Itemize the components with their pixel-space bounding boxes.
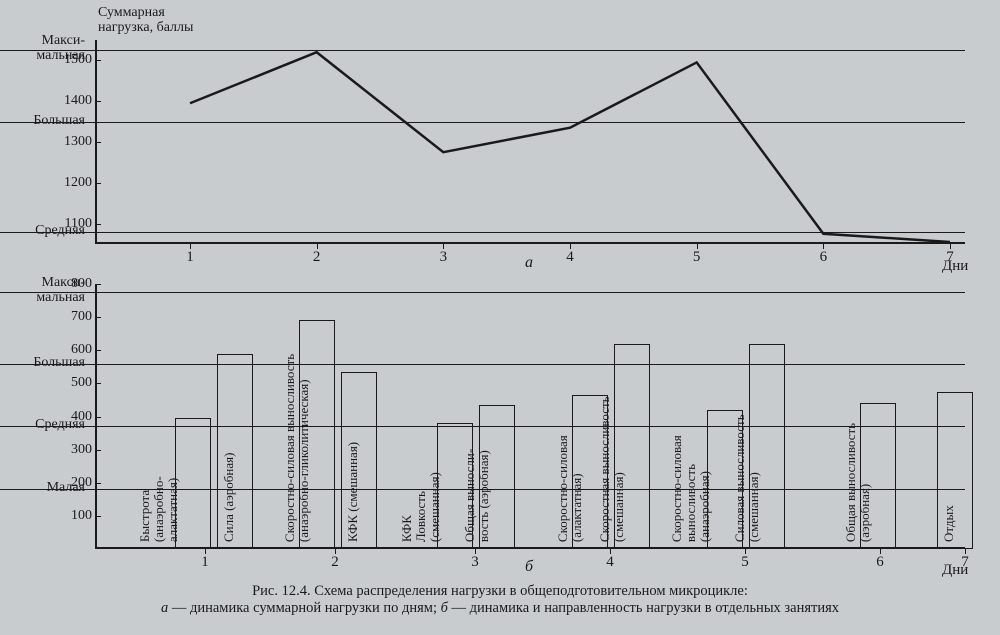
chart-a-ytick: 1400 [37,93,92,109]
chart-a-xtick-mark [443,244,444,249]
chart-b-category-label: Средняя [0,418,85,433]
chart-b-bar: Общая выносливость(аэробная) [860,403,896,549]
chart-b-bar-label: Сила (аэробная) [222,242,236,542]
chart-b-bar: Быстрота(анаэробно-алактатная) [175,418,211,549]
chart-a-title-line2: нагрузка, баллы [98,20,193,35]
chart-b-ytick-mark [95,516,101,517]
chart-a-xtick-mark [190,244,191,249]
chart-b-bar-label: Общая выносли-вость (аэробная) [463,242,491,542]
chart-b-bar-label: Отдых [942,242,956,542]
chart-b-subletter: б [525,558,533,576]
chart-b-bar: Силовая выносливость(смешанная) [749,344,785,549]
chart-b-bar: Скоростно-силовая выносливость(анаэробно… [299,320,335,549]
chart-b: 100200300400500600700800Макси-мальнаяБол… [95,284,965,549]
chart-a-xtick: 6 [808,249,838,266]
figure-page: { "colors": { "background": "#c9ccce", "… [0,0,1000,635]
caption-number: Рис. 12.4. [252,583,311,599]
caption-title: Схема распределения нагрузки в общеподго… [314,583,748,599]
chart-b-bar-label: Силовая выносливость(смешанная) [733,242,761,542]
chart-a-gridline [0,50,965,51]
chart-a-ytick-mark [95,142,101,143]
chart-a-ytick-mark [95,101,101,102]
chart-b-bar: Отдых [937,392,973,549]
chart-b-xtick-mark [205,549,206,554]
chart-b-bar-label: Скоростно-силовая выносливость(анаэробно… [283,242,311,542]
chart-a-category-label: Макси-мальная [0,34,85,63]
chart-b-xtick: 6 [865,554,895,571]
chart-b-ytick: 100 [37,508,92,524]
chart-a-line-svg [95,40,965,244]
chart-a-title: Суммарная нагрузка, баллы [98,6,193,35]
chart-b-ytick-mark [95,383,101,384]
chart-b-ytick: 700 [37,309,92,325]
chart-b-xtick-mark [610,549,611,554]
chart-b-bar-label: КФКЛовкость(смешанная) [400,242,442,542]
chart-a-title-line1: Суммарная [98,5,165,20]
chart-a-series-line [190,52,950,242]
chart-b-bar-label: Скоростно-силовая(алактатная) [556,242,584,542]
figure-caption: Рис. 12.4. Схема распределения нагрузки … [0,583,1000,617]
chart-a-ytick-mark [95,183,101,184]
chart-b-category-label: Малая [0,481,85,496]
chart-b-xtick: 5 [730,554,760,571]
chart-a-category-label: Средняя [0,224,85,239]
chart-a-ytick-mark [95,224,101,225]
chart-b-ytick-mark [95,483,101,484]
chart-b-bar-label: Общая выносливость(аэробная) [844,242,872,542]
chart-a-ytick: 1200 [37,175,92,191]
chart-a-gridline [0,232,965,233]
chart-b-bar: Сила (аэробная) [217,354,253,549]
chart-b-xlabel: Дни [942,562,968,579]
chart-a-xtick-mark [317,244,318,249]
chart-b-xtick: 2 [320,554,350,571]
chart-b-ytick-mark [95,450,101,451]
chart-b-xtick: 1 [190,554,220,571]
chart-b-category-label: Большая [0,356,85,371]
chart-b-xtick-mark [745,549,746,554]
chart-a-category-label: Большая [0,114,85,129]
caption-a-text: — динамика суммарной нагрузки по дням; [168,600,440,616]
chart-b-xtick-mark [965,549,966,554]
chart-a-subletter: а [525,254,533,272]
caption-b-letter: б [441,600,448,616]
chart-b-category-label: Макси-мальная [0,276,85,305]
chart-b-bar: Скоростная выносливость(смешанная) [614,344,650,549]
caption-b-text: — динамика и направленность нагрузки в о… [448,600,839,616]
chart-a-ytick-mark [95,60,101,61]
chart-b-xtick-mark [335,549,336,554]
chart-b-xtick-mark [880,549,881,554]
chart-b-bar: Общая выносли-вость (аэробная) [479,405,515,549]
chart-b-bar-label: Скоростно-силоваявыносливость(анаэробная… [670,242,712,542]
chart-b-bar-label: Скоростная выносливость(смешанная) [598,242,626,542]
chart-b-bar: КФК (смешанная) [341,372,377,549]
chart-a: 11001200130014001500Макси-мальнаяБольшая… [95,40,965,244]
chart-b-bar-label: КФК (смешанная) [346,242,360,542]
chart-a-ytick: 1300 [37,134,92,150]
chart-b-ytick-mark [95,317,101,318]
chart-b-ytick: 500 [37,375,92,391]
chart-b-xtick-mark [475,549,476,554]
chart-b-ytick: 300 [37,442,92,458]
chart-a-gridline [0,122,965,123]
chart-b-ytick-mark [95,284,101,285]
chart-b-ytick-mark [95,417,101,418]
chart-b-bar-label: Быстрота(анаэробно-алактатная) [138,242,180,542]
chart-b-ytick-mark [95,350,101,351]
chart-b-xtick: 4 [595,554,625,571]
chart-a-xtick-mark [823,244,824,249]
chart-b-xtick: 3 [460,554,490,571]
